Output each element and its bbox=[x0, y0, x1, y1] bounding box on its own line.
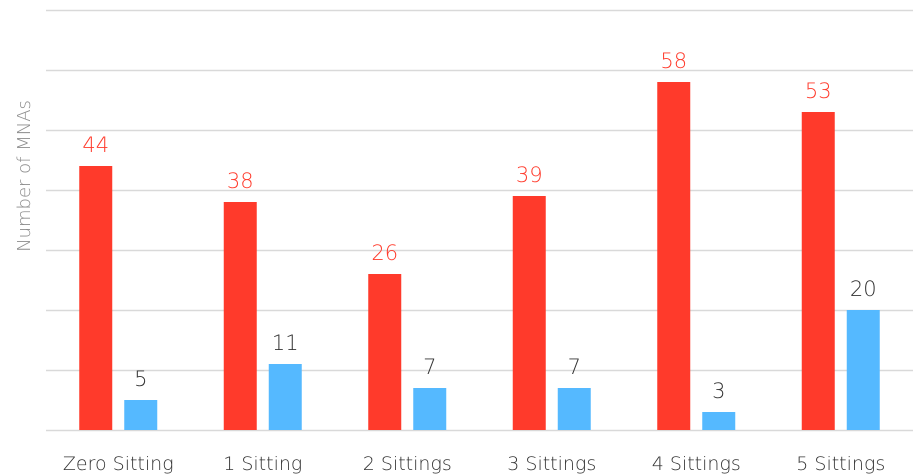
bars bbox=[79, 82, 880, 430]
data-label: 7 bbox=[568, 355, 581, 379]
gridlines bbox=[46, 9, 913, 432]
data-label: 38 bbox=[227, 169, 254, 193]
data-label: 20 bbox=[850, 277, 877, 301]
data-label: 3 bbox=[712, 379, 725, 403]
data-label: 53 bbox=[805, 79, 832, 103]
data-label: 58 bbox=[660, 49, 687, 73]
bar-series-1 bbox=[79, 166, 113, 430]
category-label: 4 Sittings bbox=[652, 453, 741, 475]
y-axis-label: Number of MNAs bbox=[14, 100, 35, 252]
bar-series-1 bbox=[223, 202, 257, 430]
category-label: 2 Sittings bbox=[363, 453, 452, 475]
data-label: 7 bbox=[423, 355, 436, 379]
data-label: 26 bbox=[371, 241, 398, 265]
category-label: Zero Sitting bbox=[63, 453, 174, 475]
bar-series-1 bbox=[512, 196, 546, 430]
bar-series-1 bbox=[368, 274, 402, 430]
bar-series-2 bbox=[846, 310, 880, 430]
category-label: 1 Sitting bbox=[223, 453, 302, 475]
value-labels: 44 5 38 11 26 7 39 7 58 3 53 20 bbox=[82, 49, 876, 403]
bar-series-2 bbox=[268, 364, 302, 430]
category-label: 3 Sittings bbox=[507, 453, 596, 475]
bar-series-2 bbox=[702, 412, 736, 430]
category-labels: Zero Sitting 1 Sitting 2 Sittings 3 Sitting… bbox=[63, 453, 885, 475]
bar-series-1 bbox=[801, 112, 835, 430]
data-label: 11 bbox=[272, 331, 299, 355]
category-label: 5 Sittings bbox=[796, 453, 885, 475]
bar-series-2 bbox=[124, 400, 158, 430]
data-label: 5 bbox=[134, 367, 147, 391]
data-label: 44 bbox=[82, 133, 109, 157]
data-label: 39 bbox=[516, 163, 543, 187]
bar-series-2 bbox=[413, 388, 447, 430]
bar-series-1 bbox=[657, 82, 691, 430]
bar-series-2 bbox=[557, 388, 591, 430]
